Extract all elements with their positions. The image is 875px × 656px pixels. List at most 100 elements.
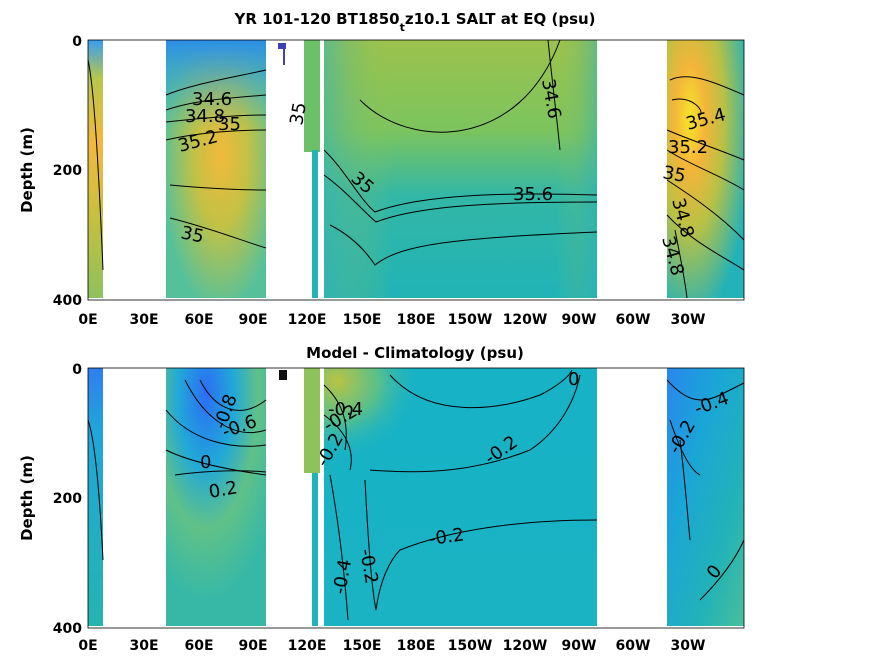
x-tick-label: 90E <box>238 312 267 328</box>
contour-line <box>165 114 267 123</box>
x-tick-label: 60W <box>616 638 651 654</box>
x-tick-label: 30E <box>129 312 158 328</box>
contour-line <box>666 379 745 401</box>
contour-label: 35 <box>286 101 311 127</box>
contour-line <box>674 229 688 299</box>
contour-line <box>87 59 104 271</box>
x-tick-label: 90W <box>562 312 597 328</box>
x-tick-label: 0E <box>78 638 97 654</box>
bottom-panel: Model - Climatology (psu) <box>18 344 745 654</box>
contour-line <box>87 419 104 561</box>
top-region-islands <box>278 43 286 49</box>
contour-label: 34.6 <box>192 89 232 110</box>
contour-line <box>165 449 267 476</box>
top-panel-title: YR 101-120 BT1850tz10.1 SALT at EQ (psu) <box>233 10 595 34</box>
contour-line <box>671 98 702 116</box>
y-tick-label: 400 <box>53 621 82 637</box>
contour-line <box>165 94 267 111</box>
top-x-ticks: 0E 30E 60E 90E 120E 150E 180E 150W 120W … <box>78 312 705 328</box>
contour-line <box>666 129 745 161</box>
x-tick-label: 150E <box>343 312 382 328</box>
contour-line <box>666 214 745 271</box>
bottom-heatmap <box>88 368 744 626</box>
x-tick-label: 60E <box>184 312 213 328</box>
top-region-africa-coast <box>88 40 103 298</box>
contour-label: 35 <box>179 222 206 247</box>
contour-line <box>169 217 267 249</box>
bottom-region-maritime-deep <box>312 473 318 626</box>
top-panel: YR 101-120 BT1850tz10.1 SALT at EQ (psu) <box>18 10 745 328</box>
x-tick-label: 120E <box>288 638 327 654</box>
contour-label: 34.8 <box>185 106 225 127</box>
contour-line <box>199 379 267 411</box>
bottom-region-maritime <box>304 368 320 473</box>
x-tick-label: 120W <box>503 312 548 328</box>
top-region-pacific-edges <box>324 40 597 298</box>
bottom-y-axis-label: Depth (m) <box>18 455 36 541</box>
contour-line <box>329 474 349 621</box>
contour-line <box>669 419 701 476</box>
x-tick-label: 180E <box>397 312 436 328</box>
contour-line <box>323 384 347 451</box>
contour-line <box>369 374 581 473</box>
x-tick-label: 120E <box>288 312 327 328</box>
contour-line <box>547 39 561 151</box>
bottom-region-pacific-warm <box>324 368 597 626</box>
contour-line <box>323 149 598 213</box>
top-y-axis-label: Depth (m) <box>18 127 36 213</box>
x-tick-label: 30W <box>671 638 706 654</box>
bottom-y-ticks: 0 200 400 <box>53 362 82 637</box>
x-tick-label: 150E <box>343 638 382 654</box>
x-tick-label: 120W <box>503 638 548 654</box>
bottom-region-indian-ocean <box>166 368 266 626</box>
y-tick-label: 0 <box>72 34 82 50</box>
contour-line <box>165 69 267 96</box>
contour-label: 0 <box>200 452 211 473</box>
y-tick-label: 0 <box>72 362 82 378</box>
contour-line <box>669 76 745 96</box>
x-tick-label: 150W <box>448 312 493 328</box>
bottom-contours <box>87 369 745 621</box>
top-heatmap <box>88 40 744 298</box>
x-tick-label: 30E <box>129 638 158 654</box>
contour-line <box>323 414 352 471</box>
bottom-region-islands <box>279 370 287 380</box>
contour-line <box>169 184 267 191</box>
contour-label: 35.6 <box>513 184 553 205</box>
contour-line <box>165 409 267 447</box>
contour-line <box>679 439 691 541</box>
y-tick-label: 200 <box>53 491 82 507</box>
contour-line <box>165 129 267 141</box>
x-tick-label: 60E <box>184 638 213 654</box>
top-region-islands-stem <box>283 49 285 65</box>
bottom-panel-title: Model - Climatology (psu) <box>306 344 524 362</box>
contour-line <box>329 224 598 266</box>
contour-line <box>359 39 561 133</box>
top-region-maritime-deep <box>312 150 318 298</box>
contour-label: -0.2 <box>428 524 466 550</box>
bottom-x-ticks: 0E 30E 60E 90E 120E 150E 180E 150W 120W … <box>78 638 705 654</box>
contour-label: 35.2 <box>668 137 708 158</box>
contour-label: -0.4 <box>328 399 363 420</box>
y-tick-label: 400 <box>53 293 82 309</box>
contour-line <box>666 149 745 191</box>
x-tick-label: 30W <box>671 312 706 328</box>
x-tick-label: 60W <box>616 312 651 328</box>
top-plot-frame <box>87 39 745 301</box>
bottom-plot-frame <box>87 367 745 629</box>
x-tick-label: 0E <box>78 312 97 328</box>
contour-line <box>323 174 598 223</box>
x-tick-label: 90W <box>562 638 597 654</box>
x-tick-label: 180E <box>397 638 436 654</box>
contour-label: 35 <box>218 114 241 135</box>
y-tick-label: 200 <box>53 163 82 179</box>
contour-label: 35 <box>661 162 687 187</box>
bottom-region-atlantic <box>667 368 744 626</box>
contour-line <box>699 539 745 601</box>
contour-line <box>389 369 573 409</box>
bottom-region-africa-coast <box>88 368 103 626</box>
top-y-ticks: 0 200 400 <box>53 34 82 309</box>
contour-line <box>666 179 745 241</box>
contour-line <box>174 470 267 476</box>
